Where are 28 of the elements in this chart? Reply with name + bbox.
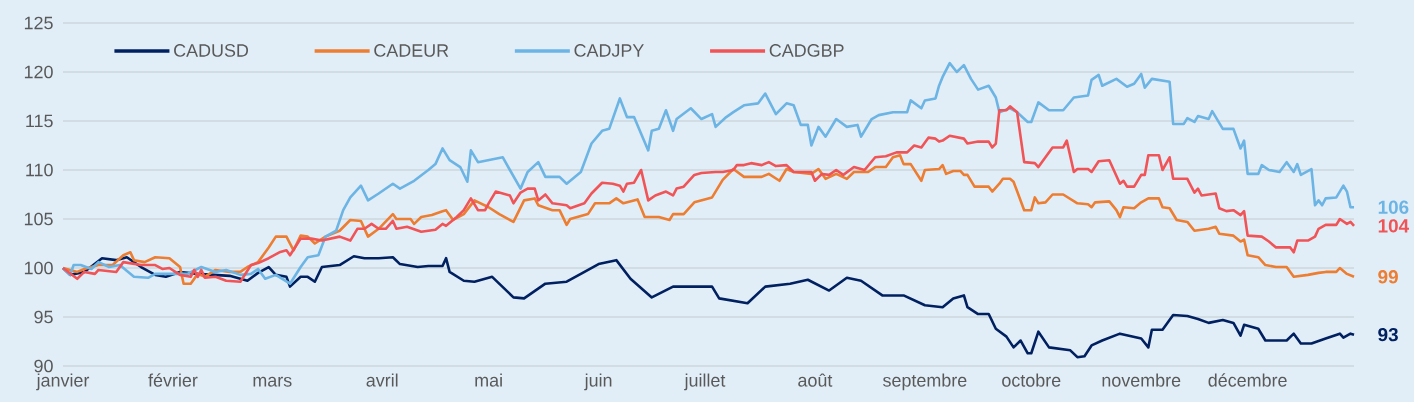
- annotation: 99: [1378, 270, 1398, 284]
- annotation: 104: [1378, 219, 1410, 233]
- y-tick-label: 100: [24, 261, 53, 275]
- legend-label: CADEUR: [374, 44, 449, 57]
- x-tick-label: juillet: [684, 373, 726, 391]
- x-tick-label: mars: [253, 376, 292, 387]
- x-tick-label: décembre: [1208, 373, 1287, 387]
- x-tick-label: novembre: [1102, 373, 1181, 387]
- x-tick-label: mai: [475, 373, 502, 387]
- legend-label: CADUSD: [174, 44, 249, 57]
- legend-label: CADJPY: [574, 44, 644, 57]
- y-tick-label: 95: [34, 310, 53, 324]
- x-tick-label: janvier: [36, 373, 90, 391]
- x-tick-label: septembre: [883, 373, 967, 391]
- y-tick-label: 110: [26, 163, 53, 177]
- y-tick-label: 115: [26, 114, 53, 128]
- y-tick-label: 90: [34, 359, 53, 373]
- y-tick-label: 125: [24, 16, 53, 30]
- x-tick-label: août: [798, 373, 833, 387]
- legend-label: CADGBP: [769, 44, 844, 57]
- x-tick-label: octobre: [1002, 373, 1061, 387]
- x-tick-label: juin: [584, 373, 612, 391]
- annotation: 93: [1378, 327, 1398, 342]
- x-tick-label: avril: [366, 373, 398, 387]
- y-tick-label: 120: [24, 65, 53, 79]
- annotation: 106: [1378, 200, 1409, 214]
- x-tick-label: février: [148, 373, 198, 387]
- y-tick-label: 105: [24, 212, 53, 226]
